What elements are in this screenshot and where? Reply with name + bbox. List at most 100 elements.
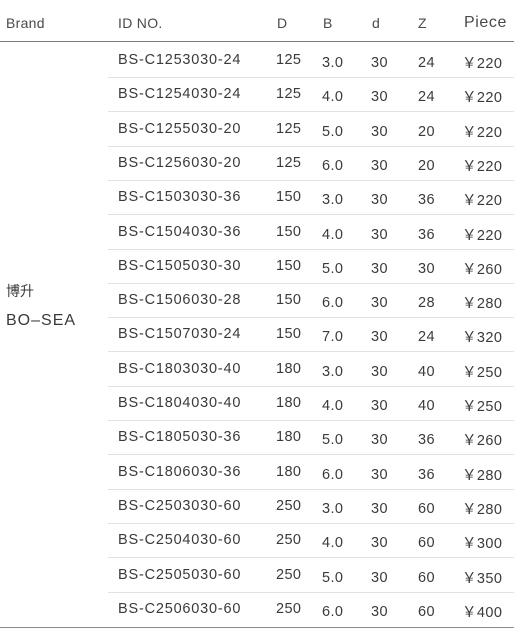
cell-D: 125 bbox=[276, 86, 302, 103]
cell-B: 4.0 bbox=[322, 226, 344, 243]
table-row: BS-C1507030-24 150 7.0 30 24 ￥320 bbox=[0, 318, 514, 353]
cell-d: 30 bbox=[371, 500, 388, 517]
cell-Z: 60 bbox=[418, 603, 435, 620]
cell-id: BS-C2506030-60 bbox=[118, 600, 242, 617]
cell-B: 3.0 bbox=[322, 55, 344, 71]
cell-D: 125 bbox=[276, 52, 302, 68]
row-divider bbox=[108, 145, 514, 147]
cell-D: 150 bbox=[276, 223, 302, 240]
cell-Z: 20 bbox=[418, 157, 435, 174]
cell-d: 30 bbox=[371, 260, 388, 277]
cell-B: 4.0 bbox=[322, 535, 344, 552]
header-rule bbox=[0, 41, 514, 42]
cell-d: 30 bbox=[371, 295, 388, 312]
cell-id: BS-C1253030-24 bbox=[118, 52, 242, 68]
cell-B: 7.0 bbox=[322, 329, 344, 346]
cell-B: 4.0 bbox=[322, 398, 344, 414]
cell-id: BS-C2503030-60 bbox=[118, 497, 242, 514]
table-row: BS-C1806030-36 180 6.0 30 36 ￥280 bbox=[0, 456, 514, 490]
header-id: ID NO. bbox=[118, 15, 163, 31]
cell-D: 250 bbox=[276, 566, 302, 583]
cell-price: ￥250 bbox=[462, 399, 503, 415]
table-row: BS-C2504030-60 250 4.0 30 60 ￥300 bbox=[0, 524, 514, 559]
cell-D: 125 bbox=[276, 120, 302, 137]
cell-D: 150 bbox=[276, 189, 302, 206]
table-row: BS-C1805030-36 180 5.0 30 36 ￥260 bbox=[0, 421, 514, 456]
cell-D: 250 bbox=[276, 497, 302, 514]
cell-id: BS-C1806030-36 bbox=[118, 463, 242, 480]
brand-chinese-name: 博升 bbox=[6, 284, 34, 300]
cell-price: ￥260 bbox=[462, 433, 503, 450]
row-divider bbox=[108, 248, 514, 250]
cell-Z: 24 bbox=[418, 55, 435, 71]
header-D: D bbox=[277, 15, 288, 31]
cell-Z: 60 bbox=[418, 569, 435, 586]
table-row: BS-C2503030-60 250 3.0 30 60 ￥280 bbox=[0, 490, 514, 524]
cell-D: 250 bbox=[276, 532, 302, 549]
cell-Z: 36 bbox=[418, 192, 435, 209]
cell-price: ￥250 bbox=[462, 364, 503, 381]
cell-B: 3.0 bbox=[322, 363, 344, 380]
cell-d: 30 bbox=[371, 123, 388, 140]
header-B: B bbox=[323, 15, 333, 31]
row-divider bbox=[108, 317, 514, 319]
cell-id: BS-C1504030-36 bbox=[118, 223, 242, 240]
cell-Z: 24 bbox=[418, 89, 435, 106]
cell-D: 150 bbox=[276, 292, 302, 309]
cell-price: ￥280 bbox=[462, 501, 503, 518]
header-Z: Z bbox=[418, 15, 427, 31]
cell-B: 4.0 bbox=[322, 89, 344, 106]
cell-B: 5.0 bbox=[322, 432, 344, 449]
table-row: BS-C1255030-20 125 5.0 30 20 ￥220 bbox=[0, 113, 514, 147]
cell-price: ￥300 bbox=[462, 536, 503, 553]
cell-id: BS-C1804030-40 bbox=[118, 395, 242, 411]
cell-D: 180 bbox=[276, 429, 302, 446]
table-row: BS-C1803030-40 180 3.0 30 40 ￥250 bbox=[0, 353, 514, 387]
cell-D: 150 bbox=[276, 326, 302, 343]
row-divider bbox=[108, 351, 514, 353]
cell-price: ￥400 bbox=[462, 604, 503, 621]
cell-D: 180 bbox=[276, 395, 302, 411]
cell-price: ￥220 bbox=[462, 158, 503, 175]
header-d: d bbox=[372, 15, 381, 31]
cell-id: BS-C2505030-60 bbox=[118, 566, 242, 583]
cell-D: 250 bbox=[276, 600, 302, 617]
cell-price: ￥350 bbox=[462, 570, 503, 587]
row-divider bbox=[108, 591, 514, 593]
cell-Z: 40 bbox=[418, 363, 435, 380]
cell-d: 30 bbox=[371, 329, 388, 346]
cell-B: 6.0 bbox=[322, 157, 344, 174]
cell-B: 3.0 bbox=[322, 192, 344, 209]
row-divider bbox=[108, 179, 514, 181]
cell-price: ￥220 bbox=[462, 193, 503, 210]
cell-Z: 60 bbox=[418, 500, 435, 517]
cell-B: 6.0 bbox=[322, 466, 344, 483]
cell-id: BS-C1503030-36 bbox=[118, 189, 242, 206]
brand-cell: 博升 BO–SEA bbox=[6, 282, 106, 330]
cell-Z: 36 bbox=[418, 466, 435, 483]
cell-d: 30 bbox=[371, 569, 388, 586]
row-divider bbox=[108, 522, 514, 524]
table-row: BS-C1504030-36 150 4.0 30 36 ￥220 bbox=[0, 216, 514, 250]
cell-B: 5.0 bbox=[322, 123, 344, 140]
cell-Z: 60 bbox=[418, 535, 435, 552]
table-row: BS-C1503030-36 150 3.0 30 36 ￥220 bbox=[0, 181, 514, 216]
row-divider bbox=[108, 420, 514, 421]
cell-D: 180 bbox=[276, 463, 302, 480]
cell-id: BS-C2504030-60 bbox=[118, 532, 242, 549]
cell-price: ￥280 bbox=[462, 467, 503, 484]
cell-id: BS-C1505030-30 bbox=[118, 257, 242, 274]
cell-id: BS-C1805030-36 bbox=[118, 429, 242, 446]
cell-price: ￥220 bbox=[462, 124, 503, 141]
header-piece: Piece bbox=[464, 14, 508, 31]
table-row: BS-C1253030-24 125 3.0 30 24 ￥220 bbox=[0, 44, 514, 78]
cell-Z: 20 bbox=[418, 123, 435, 140]
cell-d: 30 bbox=[371, 226, 388, 243]
cell-d: 30 bbox=[371, 192, 388, 209]
cell-id: BS-C1254030-24 bbox=[118, 86, 242, 103]
cell-id: BS-C1256030-20 bbox=[118, 154, 242, 171]
row-divider bbox=[108, 282, 514, 284]
cell-price: ￥260 bbox=[462, 261, 503, 278]
cell-B: 6.0 bbox=[322, 295, 344, 312]
